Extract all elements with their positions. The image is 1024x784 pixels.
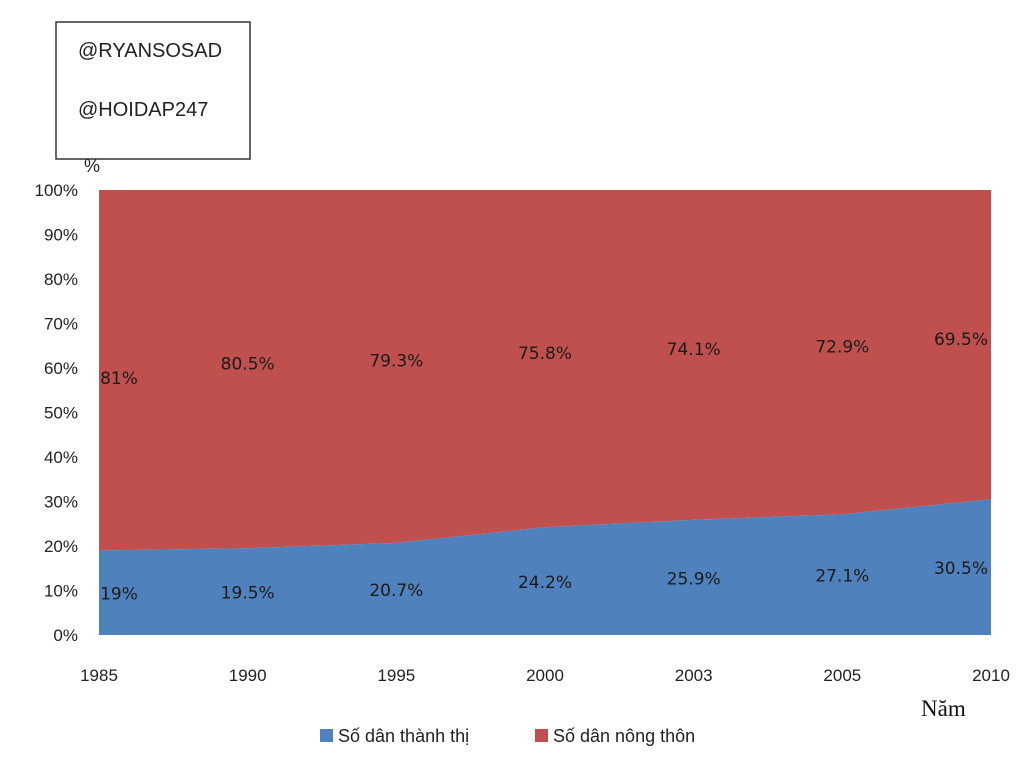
x-tick-label: 1990 [229, 666, 267, 685]
x-tick-label: 2010 [972, 666, 1010, 685]
legend-swatch [320, 729, 333, 742]
y-tick-label: 70% [44, 315, 78, 334]
data-label-rural: 72.9% [815, 337, 869, 357]
data-label-urban: 19% [100, 585, 138, 605]
x-tick-label: 1985 [80, 666, 118, 685]
x-axis: 1985 1990 1995 2000 2003 2005 2010 [80, 666, 1010, 685]
data-label-urban: 25.9% [667, 569, 721, 589]
x-axis-title: Năm [921, 696, 966, 721]
y-axis: 0% 10% 20% 30% 40% 50% 60% 70% 80% 90% 100% [35, 181, 78, 645]
y-tick-label: 90% [44, 226, 78, 245]
x-tick-label: 2003 [675, 666, 713, 685]
watermark-line-2: @HOIDAP247 [78, 99, 208, 121]
data-label-rural: 74.1% [667, 340, 721, 360]
data-label-rural: 69.5% [934, 330, 988, 350]
watermark-box: @RYANSOSAD @HOIDAP247 [55, 21, 251, 160]
series-area-rural [99, 190, 991, 551]
data-label-urban: 27.1% [815, 567, 869, 587]
watermark-border [55, 21, 251, 160]
data-label-urban: 20.7% [369, 581, 423, 601]
legend-label: Số dân nông thôn [553, 726, 695, 746]
y-tick-label: 60% [44, 359, 78, 378]
legend-label: Số dân thành thị [338, 726, 469, 746]
y-tick-label: 80% [44, 270, 78, 289]
data-label-urban: 19.5% [221, 584, 275, 604]
plot-area [99, 190, 991, 635]
y-axis-unit-label: % [84, 156, 100, 176]
x-tick-label: 1995 [377, 666, 415, 685]
data-label-rural: 75.8% [518, 344, 572, 364]
data-label-urban: 24.2% [518, 573, 572, 593]
data-label-rural: 81% [100, 369, 138, 389]
legend: Số dân thành thị Số dân nông thôn [320, 726, 695, 746]
data-label-rural: 80.5% [221, 354, 275, 374]
series-area-urban [99, 499, 991, 635]
data-labels: 19% 19.5% 20.7% 24.2% 25.9% 27.1% 30.5% 81% 80.5… [100, 330, 988, 605]
y-tick-label: 10% [44, 582, 78, 601]
legend-swatch [535, 729, 548, 742]
y-tick-label: 30% [44, 493, 78, 512]
y-tick-label: 40% [44, 448, 78, 467]
data-label-urban: 30.5% [934, 559, 988, 579]
y-tick-label: 100% [35, 181, 78, 200]
y-tick-label: 20% [44, 537, 78, 556]
y-tick-label: 0% [53, 626, 78, 645]
y-tick-label: 50% [44, 404, 78, 423]
data-label-rural: 79.3% [369, 352, 423, 372]
x-tick-label: 2000 [526, 666, 564, 685]
x-tick-label: 2005 [823, 666, 861, 685]
watermark-line-1: @RYANSOSAD [78, 40, 222, 62]
